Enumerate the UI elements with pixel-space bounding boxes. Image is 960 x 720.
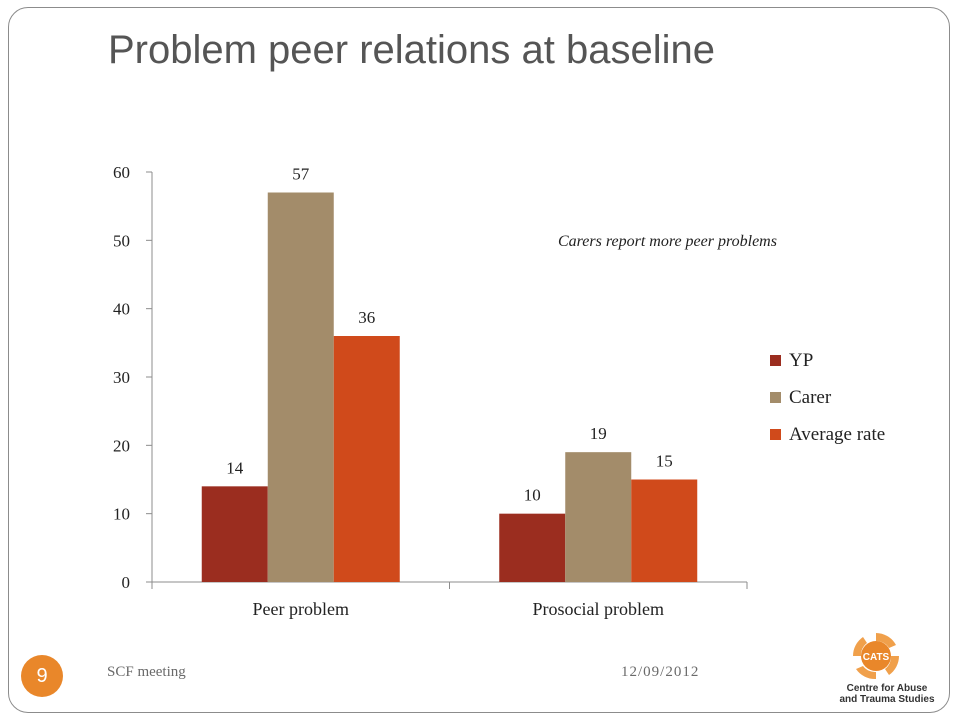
data-label-average-rate-peer-problem: 36 (358, 308, 375, 327)
slide-title: Problem peer relations at baseline (108, 28, 716, 72)
y-tick-label: 0 (122, 573, 131, 592)
logo-text: CATS (863, 652, 890, 663)
y-tick-label: 60 (113, 163, 130, 182)
y-tick-label: 40 (113, 300, 130, 319)
legend-swatch-yp (770, 355, 781, 366)
legend-item-average-rate: Average rate (770, 416, 885, 453)
logo-caption-line2: and Trauma Studies (839, 694, 935, 705)
legend-label-yp: YP (789, 349, 814, 371)
bar-yp-peer-problem (201, 486, 268, 582)
footer-date: 12/09/2012 (621, 664, 700, 680)
slide-frame (8, 7, 950, 713)
chart-annotation: Carers report more peer problems (558, 233, 777, 250)
data-label-average-rate-prosocial-problem: 15 (656, 452, 673, 471)
logo-caption-line1: Centre for Abuse (846, 683, 928, 694)
y-tick-label: 10 (113, 505, 130, 524)
data-label-yp-prosocial-problem: 10 (524, 486, 541, 505)
legend-label-carer: Carer (789, 386, 832, 408)
bar-carer-prosocial-problem (565, 452, 632, 582)
y-tick-label: 30 (113, 368, 130, 387)
data-label-carer-peer-problem: 57 (292, 165, 310, 184)
bar-average-rate-peer-problem (333, 336, 400, 582)
x-category-label: Prosocial problem (533, 599, 664, 619)
logo-caption: Centre for Abuse and Trauma Studies (832, 683, 942, 705)
legend-item-yp: YP (770, 342, 885, 379)
cats-logo-mark: CATS (853, 633, 899, 680)
bar-average-rate-prosocial-problem (631, 479, 698, 582)
data-label-yp-peer-problem: 14 (226, 458, 244, 477)
chart-legend: YP Carer Average rate (770, 342, 885, 453)
legend-label-average-rate: Average rate (789, 423, 886, 445)
slide-number-badge: 9 (21, 655, 63, 697)
bar-carer-peer-problem (267, 192, 334, 582)
y-tick-label: 20 (113, 436, 130, 455)
x-category-label: Peer problem (253, 599, 349, 619)
footer-meeting-label: SCF meeting (107, 664, 186, 680)
data-label-carer-prosocial-problem: 19 (590, 424, 607, 443)
legend-swatch-carer (770, 392, 781, 403)
cats-logo: CATS Centre for Abuse and Trauma Studies (832, 630, 942, 712)
y-tick-label: 50 (113, 231, 130, 250)
bar-yp-prosocial-problem (499, 513, 566, 582)
legend-swatch-average-rate (770, 429, 781, 440)
legend-item-carer: Carer (770, 379, 885, 416)
